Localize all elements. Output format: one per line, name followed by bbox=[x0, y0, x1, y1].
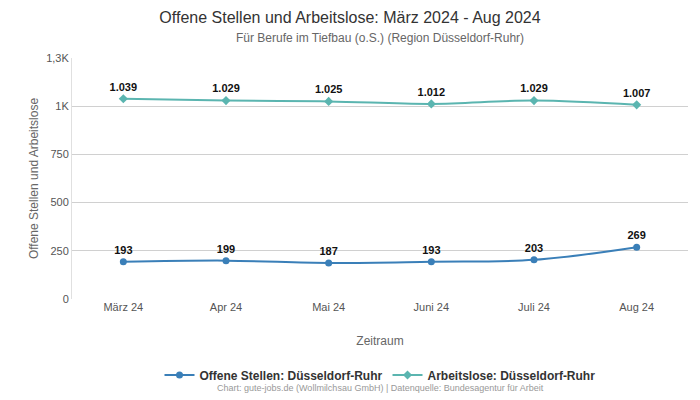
svg-text:0: 0 bbox=[63, 293, 69, 305]
svg-text:1K: 1K bbox=[55, 100, 69, 112]
svg-text:187: 187 bbox=[319, 245, 337, 257]
svg-text:Zeitraum: Zeitraum bbox=[356, 334, 403, 348]
svg-text:März 24: März 24 bbox=[103, 301, 143, 313]
svg-text:Offene Stellen und Arbeitslose: Offene Stellen und Arbeitslose bbox=[27, 98, 41, 260]
svg-text:193: 193 bbox=[114, 244, 132, 256]
svg-text:Aug 24: Aug 24 bbox=[619, 301, 654, 313]
svg-text:1.029: 1.029 bbox=[520, 82, 548, 94]
svg-text:250: 250 bbox=[50, 245, 68, 257]
svg-text:Für Berufe im Tiefbau (o.S.) (: Für Berufe im Tiefbau (o.S.) (Region Düs… bbox=[236, 31, 524, 45]
svg-text:Offene Stellen: Düsseldorf-Ruh: Offene Stellen: Düsseldorf-Ruhr bbox=[200, 369, 383, 383]
svg-text:Arbeitslose: Düsseldorf-Ruhr: Arbeitslose: Düsseldorf-Ruhr bbox=[428, 369, 596, 383]
svg-text:1,3K: 1,3K bbox=[46, 52, 69, 64]
svg-text:Juni 24: Juni 24 bbox=[414, 301, 449, 313]
svg-text:193: 193 bbox=[422, 244, 440, 256]
svg-text:500: 500 bbox=[50, 196, 68, 208]
svg-text:1.029: 1.029 bbox=[212, 82, 240, 94]
svg-text:203: 203 bbox=[525, 242, 543, 254]
svg-text:1.025: 1.025 bbox=[315, 83, 343, 95]
svg-text:Offene Stellen und Arbeitslose: Offene Stellen und Arbeitslose: März 202… bbox=[159, 9, 540, 26]
svg-text:Chart: gute-jobs.de (Wollmilch: Chart: gute-jobs.de (Wollmilchsau GmbH) … bbox=[217, 383, 544, 393]
svg-text:1.039: 1.039 bbox=[110, 81, 138, 93]
svg-text:Juli 24: Juli 24 bbox=[518, 301, 550, 313]
svg-text:Apr 24: Apr 24 bbox=[210, 301, 242, 313]
svg-text:199: 199 bbox=[217, 243, 235, 255]
svg-text:Mai 24: Mai 24 bbox=[312, 301, 345, 313]
svg-text:750: 750 bbox=[50, 148, 68, 160]
svg-text:1.007: 1.007 bbox=[623, 87, 651, 99]
svg-text:1.012: 1.012 bbox=[418, 86, 446, 98]
svg-text:269: 269 bbox=[627, 229, 645, 241]
